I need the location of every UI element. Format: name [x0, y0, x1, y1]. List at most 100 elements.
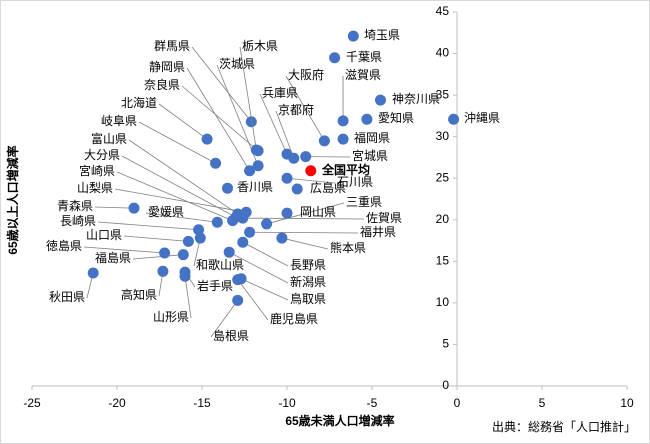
y-tick-label: 45 — [436, 4, 450, 18]
point-label: 兵庫県 — [262, 86, 298, 100]
leader-line — [275, 110, 295, 159]
point-label: 愛知県 — [378, 111, 414, 125]
leader-line — [145, 212, 218, 223]
point-label: 滋賀県 — [345, 68, 381, 82]
leader-line — [242, 241, 289, 267]
point — [375, 94, 386, 106]
point — [182, 235, 194, 247]
point — [194, 232, 206, 244]
x-tick-label: -25 — [23, 396, 41, 410]
y-tick-label: 5 — [442, 337, 449, 351]
point-label: 神奈川県 — [392, 92, 440, 106]
point — [177, 249, 189, 261]
leader-line — [242, 217, 365, 220]
point — [305, 165, 317, 177]
point — [318, 135, 330, 147]
point-label: 宮城県 — [352, 148, 388, 163]
point-label: 島根県 — [213, 328, 249, 343]
point-label: 全国平均 — [321, 162, 370, 177]
point-label: 鳥取県 — [290, 291, 326, 306]
point — [329, 52, 341, 64]
point-label: 奈良県 — [144, 77, 180, 92]
point — [240, 206, 252, 218]
leader-line — [286, 177, 336, 184]
point — [261, 218, 273, 230]
leader-line — [237, 279, 269, 321]
leader-line — [181, 85, 259, 152]
y-tick-label: 30 — [436, 129, 450, 143]
leader-line — [249, 231, 359, 234]
point-label: 沖縄県 — [464, 110, 500, 125]
point — [223, 246, 235, 258]
point-label: 新潟県 — [290, 274, 326, 289]
point — [210, 157, 222, 169]
x-axis-label: 65歳未満人口増減率 — [285, 413, 394, 428]
point — [201, 133, 213, 145]
point-label: 宮崎県 — [79, 163, 115, 178]
x-tick-label: 10 — [620, 396, 634, 410]
point — [159, 247, 171, 259]
leader-line — [123, 235, 189, 242]
leader-line — [285, 75, 325, 142]
point-label: 大分県 — [84, 148, 120, 162]
leader-line — [138, 121, 216, 164]
x-tick-label: -15 — [193, 396, 211, 410]
leader-line — [97, 221, 199, 231]
point-label: 山口県 — [86, 228, 122, 242]
point-label: 埼玉県 — [364, 28, 400, 42]
point — [361, 113, 373, 125]
point-label: 広島県 — [310, 180, 346, 195]
point — [87, 267, 99, 279]
x-tick-label: -20 — [108, 396, 126, 410]
point — [232, 294, 244, 306]
point-label: 岩手県 — [197, 278, 233, 293]
leader-line — [266, 202, 345, 225]
leader-line — [240, 278, 289, 301]
point-label: 三重県 — [346, 195, 382, 209]
point-label: 愛媛県 — [148, 205, 184, 219]
y-tick-label: 35 — [436, 87, 450, 101]
y-tick-label: 40 — [436, 46, 450, 60]
leader-line — [158, 103, 208, 140]
point-label: 福岡県 — [354, 130, 390, 145]
point-label: 石川県 — [337, 175, 373, 189]
point-label: 千葉県 — [346, 50, 382, 64]
leader-line — [191, 46, 252, 122]
point — [245, 116, 257, 128]
point — [281, 207, 293, 219]
point-label: 長野県 — [290, 258, 326, 272]
point-label: 茨城県 — [219, 57, 255, 71]
point — [288, 152, 300, 164]
point — [222, 182, 233, 194]
point — [179, 270, 191, 282]
leader-line — [229, 251, 289, 284]
leader-line — [128, 139, 238, 215]
leader-line — [94, 206, 135, 209]
x-tick-label: -5 — [367, 396, 378, 410]
leader-line — [114, 188, 247, 213]
leader-line — [121, 155, 237, 218]
leader-line — [259, 93, 288, 155]
point — [232, 274, 244, 286]
point-label: 鹿児島県 — [270, 311, 318, 326]
point-label: 秋田県 — [49, 290, 85, 304]
point-label: 青森県 — [57, 198, 93, 213]
point — [291, 183, 303, 195]
point — [244, 226, 256, 238]
leader-line — [83, 246, 165, 254]
point-label: 和歌山県 — [196, 257, 244, 272]
x-tick-label: 0 — [454, 396, 461, 410]
point-label: 山梨県 — [77, 181, 113, 195]
point-label: 京都府 — [278, 102, 314, 117]
point-label: 高知県 — [121, 287, 157, 302]
point-label: 長崎県 — [60, 214, 96, 228]
point — [157, 265, 169, 277]
point — [237, 236, 249, 248]
point — [193, 224, 205, 236]
leader-line — [184, 276, 192, 319]
point-label: 栃木県 — [242, 39, 278, 53]
source: 出典：総務省「人口推計」 — [492, 419, 636, 434]
point-label: 福井県 — [360, 224, 396, 239]
point-label: 佐賀県 — [366, 211, 402, 225]
